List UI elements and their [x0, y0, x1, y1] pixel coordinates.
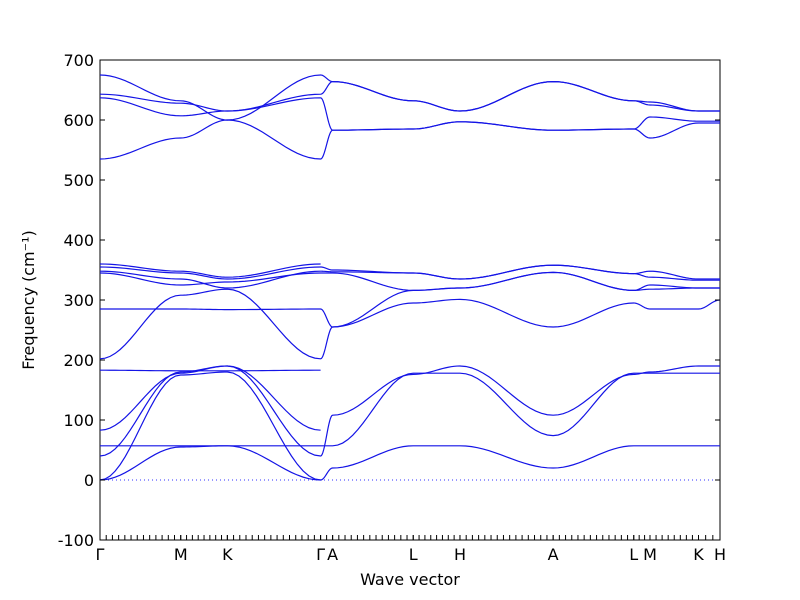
x-tick-label: K: [693, 545, 704, 564]
y-tick-label: 700: [63, 51, 94, 70]
y-tick-label: 500: [63, 171, 94, 190]
y-tick-label: 600: [63, 111, 94, 130]
x-tick-label: H: [454, 545, 466, 564]
band-9: [99, 271, 720, 292]
band-12: [99, 263, 321, 278]
plot-frame: [99, 59, 721, 541]
x-tick-label: K: [222, 545, 233, 564]
band-4: [100, 372, 720, 447]
x-tick-label: M: [174, 545, 188, 564]
band-5: [99, 365, 321, 431]
band-6: [99, 369, 321, 372]
band-11: [99, 264, 720, 280]
x-tick-label: A: [548, 545, 559, 564]
y-axis: -100 0 100 200 300 400 500 600 700: [58, 51, 720, 550]
band-7: [99, 288, 721, 360]
x-tick-label: L: [409, 545, 418, 564]
y-tick-label: -100: [58, 531, 94, 550]
band-16: [99, 74, 720, 121]
y-tick-label: 300: [63, 291, 94, 310]
band-layer: [99, 74, 721, 481]
y-tick-label: 400: [63, 231, 94, 250]
band-1: [99, 445, 321, 481]
x-tick-label: L: [629, 545, 638, 564]
x-tick-label: A: [327, 545, 338, 564]
x-tick-label: Γ: [316, 545, 325, 564]
band-3: [99, 365, 720, 457]
y-axis-title: Frequency (cm⁻¹): [19, 230, 38, 369]
y-tick-label: 200: [63, 351, 94, 370]
x-tick-label: H: [714, 545, 726, 564]
plot-area: [99, 59, 721, 541]
x-axis-title: Wave vector: [360, 570, 460, 589]
band-14: [99, 97, 720, 131]
band-13: [99, 119, 720, 160]
y-tick-label: 0: [84, 471, 94, 490]
x-tick-label: M: [643, 545, 657, 564]
x-tick-label: Γ: [96, 545, 105, 564]
band-15: [99, 80, 720, 112]
band-2: [99, 371, 720, 481]
y-tick-label: 100: [63, 411, 94, 430]
